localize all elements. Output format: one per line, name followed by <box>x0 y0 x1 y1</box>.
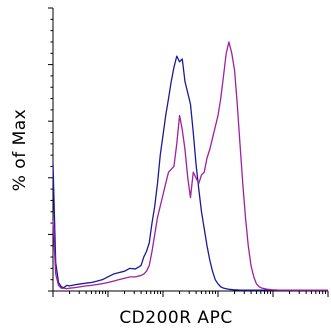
histogram-series-line-1 <box>52 55 328 291</box>
plot-frame <box>52 8 328 292</box>
series-layer <box>52 41 328 291</box>
y-axis-ticks <box>48 7 53 292</box>
x-axis-title: CD200R APC <box>119 308 232 328</box>
x-axis-ticks <box>52 291 329 297</box>
y-axis-title: % of Max <box>10 109 30 192</box>
histogram-series-line-2 <box>52 41 328 291</box>
